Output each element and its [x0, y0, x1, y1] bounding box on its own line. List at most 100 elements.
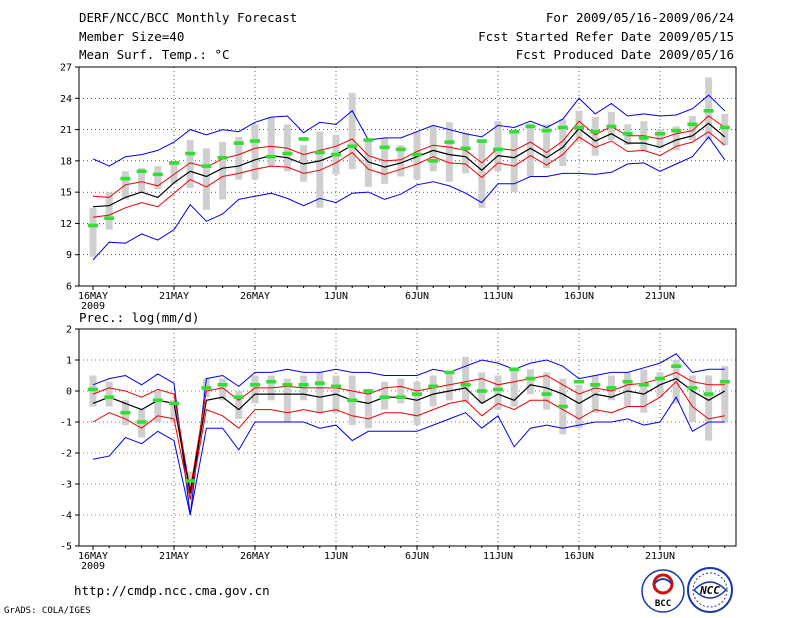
median-marker: [298, 383, 309, 387]
y-tick-label: 9: [66, 250, 72, 261]
median-marker: [136, 420, 147, 424]
member-range-bar: [170, 400, 178, 422]
ensemble-mean-line: [92, 377, 726, 494]
median-marker: [136, 169, 147, 174]
member-range-bar: [721, 366, 729, 422]
member-range-bar: [89, 207, 97, 257]
median-marker: [169, 401, 179, 406]
member-range-bar: [235, 136, 243, 180]
member-range-bar: [186, 140, 194, 188]
member-range-bar: [413, 381, 421, 426]
min-line: [92, 136, 726, 261]
member-range-bar: [526, 123, 534, 177]
plot-frame: [78, 328, 737, 547]
y-tick-label: 18: [60, 156, 72, 167]
median-marker: [460, 383, 471, 387]
member-range-bar: [283, 378, 291, 422]
precip-variable-label: Prec.: log(mm/d): [79, 310, 200, 325]
member-range-bar: [267, 117, 275, 167]
median-marker: [428, 384, 439, 389]
median-marker: [655, 376, 665, 381]
member-range-bar: [202, 148, 210, 210]
median-marker: [509, 129, 520, 134]
x-tick-label: 26MAY: [240, 551, 270, 562]
median-marker: [104, 395, 115, 399]
median-marker: [428, 159, 439, 163]
member-range-bar: [219, 378, 227, 401]
member-range-bar: [494, 375, 502, 410]
member-range-bar: [494, 121, 502, 172]
grads-credit: GrADS: COLA/IGES: [4, 606, 91, 616]
median-marker: [88, 223, 98, 228]
y-tick-label: 1: [66, 356, 72, 367]
member-range-bar: [688, 116, 696, 140]
lower-spread-line: [92, 380, 725, 500]
y-tick-label: 24: [60, 94, 72, 105]
x-tick-label: 21MAY: [159, 551, 189, 562]
member-range-bar: [445, 122, 453, 182]
median-marker: [152, 172, 163, 177]
median-marker: [590, 129, 601, 134]
median-marker: [185, 479, 196, 483]
y-tick-label: 27: [60, 63, 72, 74]
member-range-bar: [429, 125, 437, 172]
ensemble-mean-line: [92, 122, 726, 208]
median-marker: [298, 137, 309, 141]
median-marker: [347, 398, 358, 403]
max-line: [92, 94, 726, 167]
member-range-bar: [364, 140, 372, 187]
member-range-bar: [559, 119, 567, 167]
x-tick-label: 6JUN: [405, 551, 429, 562]
median-marker: [395, 147, 406, 152]
median-marker: [120, 410, 131, 415]
median-marker: [201, 164, 212, 168]
median-marker: [525, 124, 536, 129]
member-range-bar: [445, 372, 453, 401]
median-marker: [687, 122, 698, 127]
y-tick-label: -1: [60, 418, 72, 429]
median-marker: [687, 386, 698, 390]
precipitation-chart: -5 -4 -3 -2 -1 0 1 2 16MAY 21MAY 26MAY 1JUN 6JUN 11JU…: [60, 325, 737, 572]
bcc-logo: BCC: [641, 569, 685, 613]
member-range-bar: [543, 372, 551, 410]
median-marker: [476, 139, 487, 143]
median-marker: [574, 379, 584, 384]
median-marker: [185, 151, 196, 156]
member-range-bar: [705, 375, 713, 441]
y-tick-label: 6: [66, 282, 72, 293]
member-range-bar: [170, 160, 178, 184]
y-tick-label: 2: [66, 325, 72, 336]
source-url[interactable]: http://cmdp.ncc.cma.gov.cn: [74, 583, 270, 598]
x-tick-label: 21JUN: [645, 551, 675, 562]
x-year-label: 2009: [81, 561, 105, 572]
member-range-bar: [138, 168, 146, 193]
median-marker: [233, 141, 244, 145]
median-marker: [314, 381, 325, 386]
median-marker: [574, 125, 584, 130]
median-marker: [379, 145, 390, 150]
median-marker: [509, 367, 520, 372]
median-marker: [622, 131, 633, 136]
median-marker: [104, 216, 115, 221]
median-marker: [201, 386, 212, 390]
member-range-bar: [688, 375, 696, 422]
forecast-period-label: For 2009/05/16-2009/06/24: [545, 10, 734, 25]
x-tick-label: 21JUN: [645, 291, 675, 302]
member-range-bar: [364, 391, 372, 429]
member-range-bar: [154, 391, 162, 422]
member-range-bar: [624, 372, 632, 407]
member-range-bar: [721, 113, 729, 146]
member-range-bar: [462, 132, 470, 174]
member-range-bar: [575, 384, 583, 429]
member-range-bar: [510, 369, 518, 407]
y-tick-label: 21: [60, 125, 72, 136]
y-tick-label: 0: [66, 387, 72, 398]
member-range-bar: [219, 142, 227, 200]
median-marker: [638, 383, 649, 387]
median-marker: [476, 389, 487, 393]
member-range-bar: [510, 131, 518, 193]
median-marker: [719, 125, 730, 130]
member-range-bar: [251, 124, 259, 180]
y-tick-label: -4: [60, 511, 72, 522]
median-marker: [606, 124, 617, 129]
